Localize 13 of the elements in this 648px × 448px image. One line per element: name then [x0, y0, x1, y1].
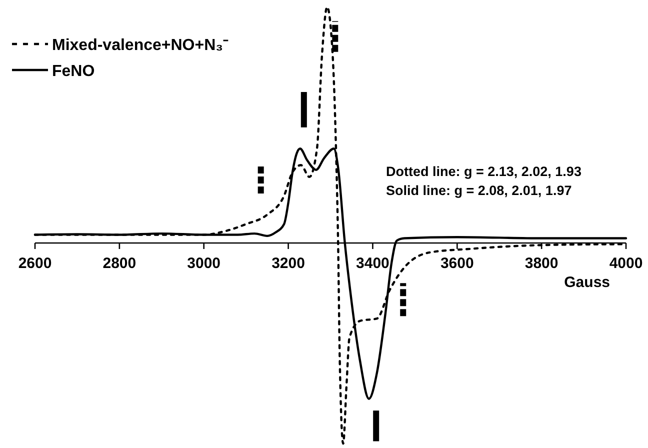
x-tick-label: 2800 [102, 255, 136, 272]
x-tick-label: 4000 [609, 255, 643, 272]
x-tick-label: 3600 [440, 255, 474, 272]
x-tick-label: 3800 [524, 255, 558, 272]
x-axis-title: Gauss [564, 274, 610, 291]
annotation: Dotted line: g = 2.13, 2.02, 1.93 [386, 164, 582, 179]
legend-label: Mixed-valence+NO+N₃⁻ [52, 37, 230, 54]
x-tick-label: 2600 [18, 255, 52, 272]
x-tick-label: 3000 [187, 255, 221, 272]
x-tick-label: 3400 [356, 255, 390, 272]
legend-label: FeNO [52, 63, 95, 80]
annotation: Solid line: g = 2.08, 2.01, 1.97 [386, 183, 572, 198]
x-tick-label: 3200 [272, 255, 305, 272]
